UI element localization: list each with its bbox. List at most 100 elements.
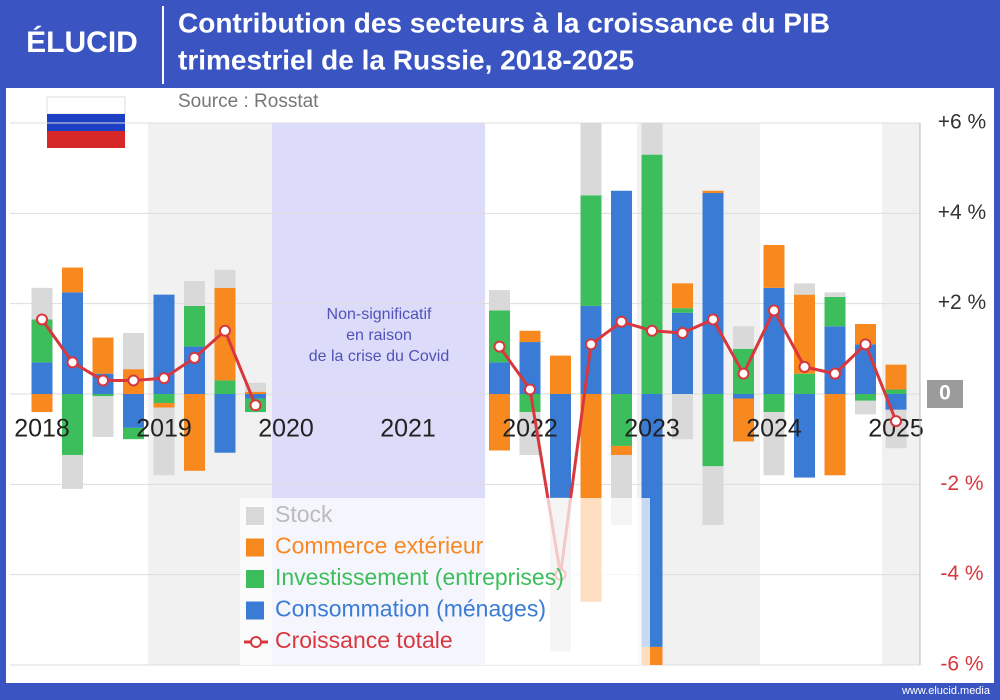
legend-swatch bbox=[246, 538, 264, 557]
bar-segment bbox=[519, 330, 541, 343]
bar-segment bbox=[123, 333, 144, 370]
zero-box bbox=[927, 380, 963, 408]
legend: Stock Commerce extérieur Investissement (e… bbox=[244, 501, 564, 653]
x-tick-label: 2020 bbox=[258, 415, 314, 443]
bar-segment bbox=[92, 337, 114, 374]
bar-segment bbox=[580, 195, 602, 306]
y-tick-label: -2 % bbox=[940, 472, 983, 495]
line-point bbox=[859, 338, 872, 351]
logo: ÉLUCID bbox=[26, 25, 138, 59]
bar-segment bbox=[763, 244, 785, 288]
bar-segment bbox=[672, 283, 693, 309]
bar-segment bbox=[824, 326, 846, 394]
bar-segment bbox=[580, 123, 602, 196]
line-point bbox=[615, 315, 628, 328]
bar-segment bbox=[855, 323, 876, 345]
line-point bbox=[737, 367, 750, 380]
bar-segment bbox=[489, 362, 510, 394]
x-labels: 2018 2019 2020 2021 2022 2023 2024 2025 bbox=[14, 415, 924, 443]
x-tick-label: 2021 bbox=[380, 415, 436, 443]
bar-segment bbox=[153, 294, 175, 394]
bar-segment bbox=[62, 292, 83, 394]
line-point bbox=[158, 372, 170, 385]
bar-segment bbox=[550, 355, 571, 394]
bar-segment bbox=[123, 427, 144, 440]
line-point bbox=[890, 415, 902, 428]
annotation: Non-significatif bbox=[327, 306, 432, 323]
bar-segment bbox=[153, 394, 175, 404]
y-labels: +6 % +4 % +2 % 0 -2 % -4 % -6 % bbox=[927, 111, 986, 676]
line-point bbox=[127, 374, 140, 387]
footer: www.elucid.media bbox=[901, 685, 991, 697]
legend-swatch bbox=[246, 601, 264, 620]
bar-segment bbox=[611, 394, 632, 446]
line-point bbox=[66, 356, 79, 369]
line-point bbox=[676, 327, 689, 340]
annotation: de la crise du Covid bbox=[309, 348, 450, 365]
bar-segment bbox=[611, 445, 632, 455]
bar-segment bbox=[489, 394, 510, 451]
bar-segment bbox=[855, 400, 876, 415]
x-tick-label: 2023 bbox=[624, 415, 680, 443]
legend-label: Commerce extérieur bbox=[275, 533, 484, 559]
bar-segment bbox=[31, 319, 53, 363]
y-tick-label: 0 bbox=[939, 382, 951, 405]
line-point bbox=[188, 351, 201, 364]
bar-segment bbox=[214, 394, 236, 453]
bar-segment bbox=[92, 394, 114, 397]
bar-segment bbox=[824, 394, 846, 476]
bar-segment bbox=[733, 326, 754, 349]
bar-segment bbox=[672, 394, 693, 440]
x-tick-label: 2024 bbox=[746, 415, 802, 443]
bar-segment bbox=[733, 398, 754, 442]
bar-segment bbox=[184, 305, 205, 347]
bar-segment bbox=[245, 391, 266, 394]
y-tick-label: -4 % bbox=[940, 562, 983, 585]
y-tick-label: -6 % bbox=[940, 653, 983, 676]
line-point bbox=[524, 383, 536, 396]
bar-segment bbox=[214, 380, 236, 394]
x-tick-label: 2018 bbox=[14, 415, 70, 443]
legend-label: Croissance totale bbox=[275, 627, 453, 653]
bar-segment bbox=[611, 190, 632, 394]
bar-segment bbox=[824, 296, 846, 327]
line-point bbox=[646, 324, 658, 337]
bar-segment bbox=[31, 394, 53, 413]
grid bbox=[10, 122, 920, 666]
bar-segment bbox=[123, 394, 144, 428]
bar-segment bbox=[62, 454, 83, 489]
bar-segment bbox=[733, 394, 754, 399]
y-tick-label: +6 % bbox=[938, 111, 986, 134]
y-tick-label: +4 % bbox=[938, 201, 986, 224]
x-tick-label: 2022 bbox=[502, 415, 558, 443]
bar-segment bbox=[92, 396, 114, 437]
bar-segment bbox=[184, 394, 205, 471]
bar-segment bbox=[702, 466, 724, 525]
bar-segment bbox=[31, 287, 53, 320]
bar-segment bbox=[794, 294, 815, 374]
y-tick-label: +2 % bbox=[938, 291, 986, 314]
bar-segment bbox=[641, 154, 663, 394]
chart-title: trimestriel de la Russie, 2018-2025 bbox=[178, 44, 634, 75]
legend-label: Investissement (entreprises) bbox=[275, 564, 564, 590]
bar-segment bbox=[245, 382, 266, 392]
bar-segment bbox=[885, 389, 907, 394]
line-point bbox=[493, 340, 506, 353]
bar-segment bbox=[763, 287, 785, 394]
bar-segment bbox=[794, 373, 815, 394]
line-point bbox=[798, 360, 811, 373]
bar-segment bbox=[702, 190, 724, 194]
source: Source : Rosstat bbox=[178, 91, 319, 112]
line-point bbox=[768, 304, 780, 317]
bar-segment bbox=[62, 267, 83, 293]
annotation: en raison bbox=[346, 327, 412, 344]
bar-segment bbox=[702, 394, 724, 467]
bar-segment bbox=[214, 269, 236, 288]
legend-label: Stock bbox=[275, 501, 333, 527]
line-point bbox=[829, 367, 841, 380]
line-point bbox=[249, 399, 262, 412]
legend-swatch bbox=[246, 507, 264, 525]
legend-marker bbox=[250, 636, 262, 648]
bar-segment bbox=[489, 290, 510, 311]
